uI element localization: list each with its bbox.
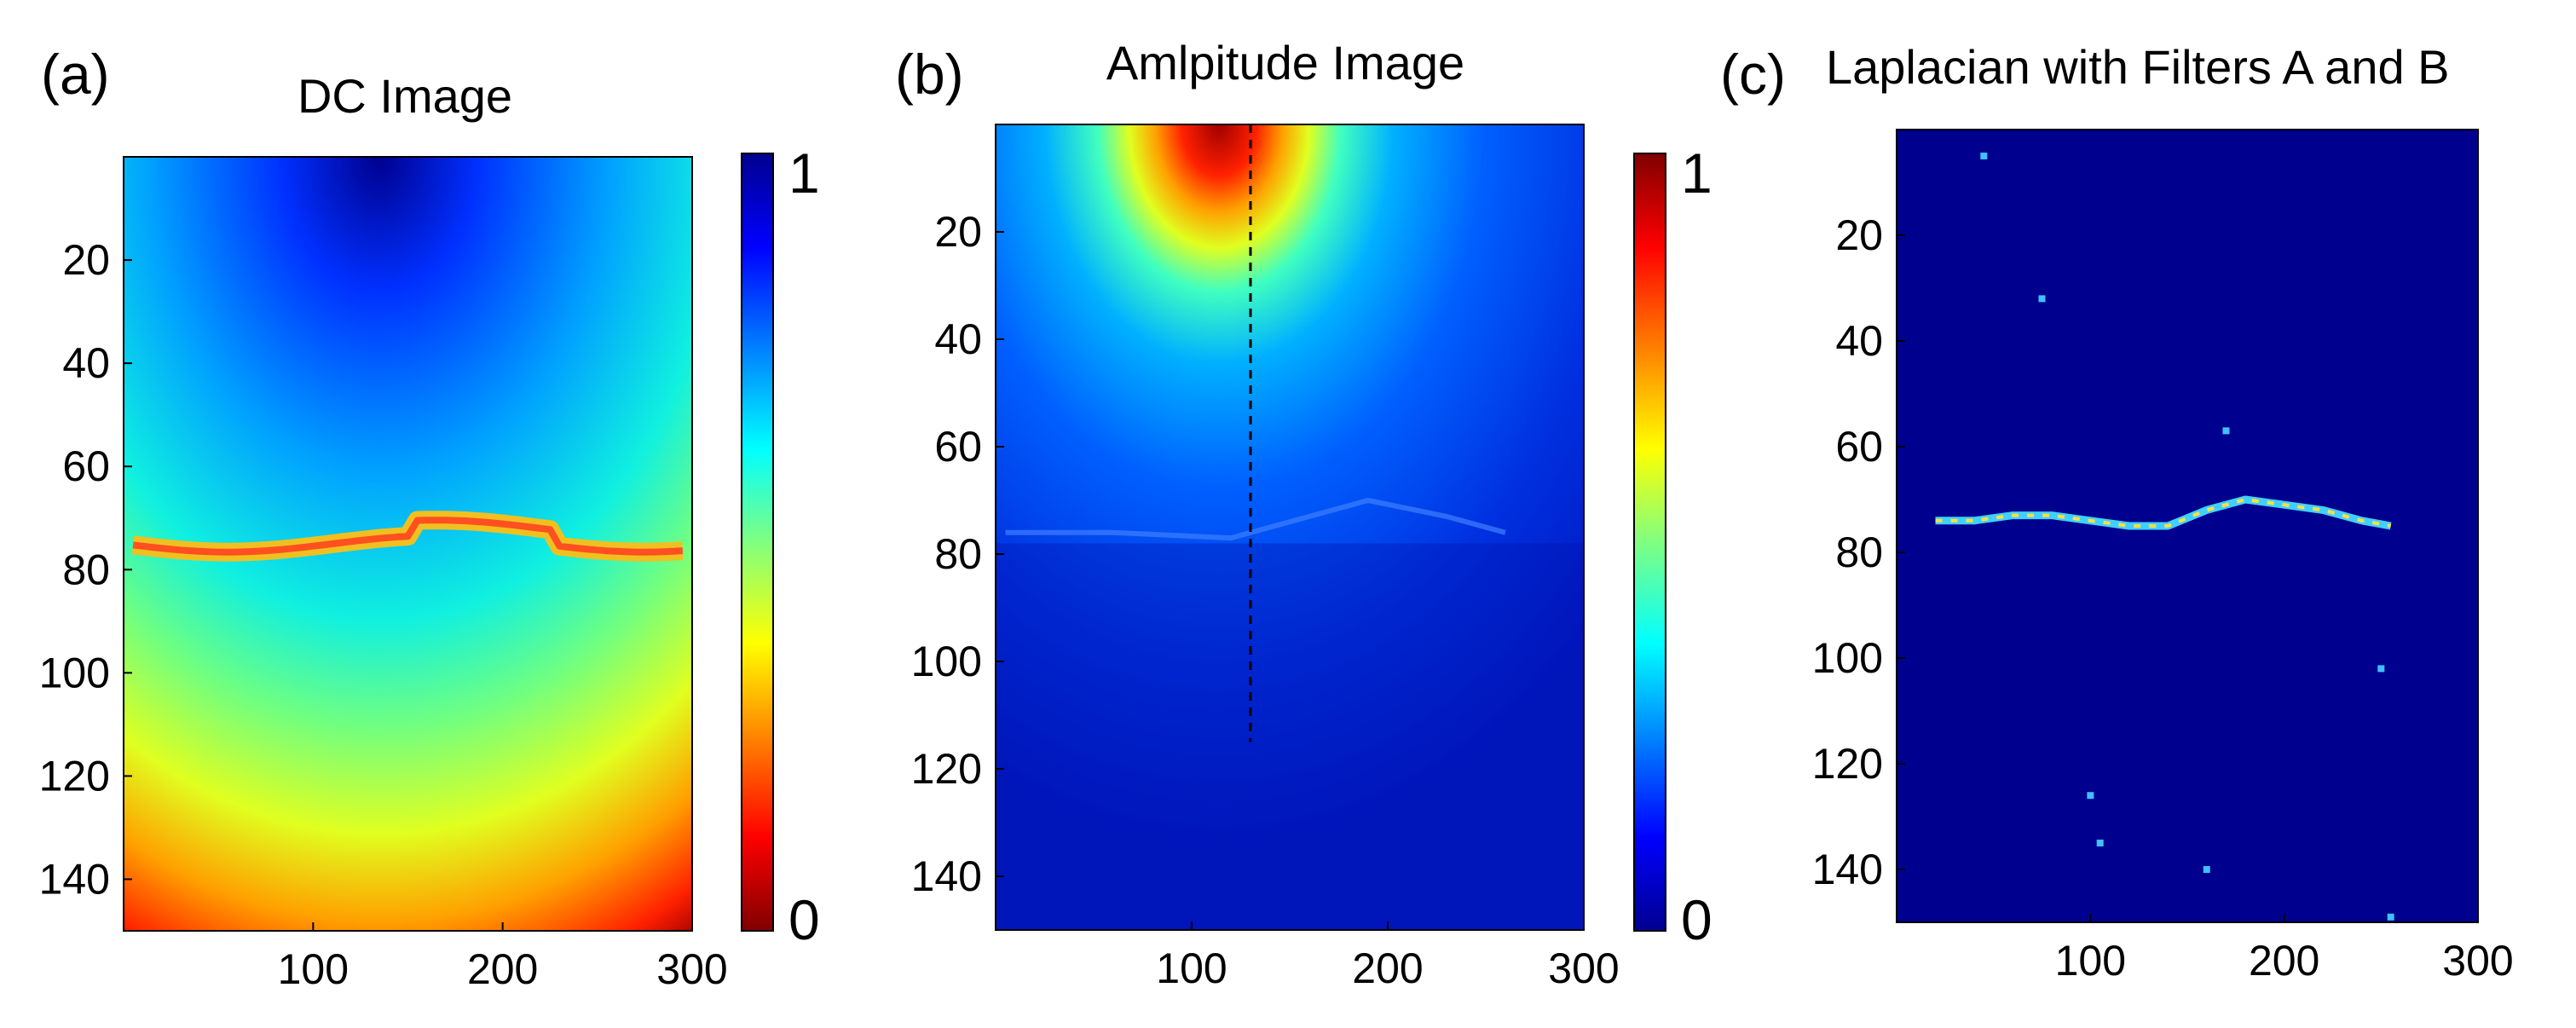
y-tick-label: 60: [934, 423, 982, 471]
panel-label-b: (b): [895, 43, 964, 106]
chart-title-a: DC Image: [297, 69, 512, 123]
feature-layer-a: [131, 511, 684, 562]
y-tick-label: 100: [1812, 634, 1883, 682]
y-tick-label: 140: [1812, 846, 1883, 893]
y-tick-label: 60: [1835, 423, 1883, 471]
speck-point: [1980, 153, 1988, 159]
panel-laplacian: (c) Laplacian with Filters A and B 100 20…: [1720, 40, 2514, 985]
y-tick-label: 20: [62, 236, 110, 284]
y-tick-label: 20: [934, 208, 982, 256]
colorbar-b: [1633, 153, 1666, 932]
panel-dc-image: (a) DC Image 100 200 300 20 40 60 80 100 120 140…: [39, 43, 820, 993]
x-tick-label: 200: [1352, 944, 1423, 992]
speck-point: [2387, 913, 2394, 921]
colorbar-min-label-b: 0: [1681, 888, 1713, 951]
y-tick-label: 40: [1835, 317, 1883, 365]
x-axis-a: 100 200 300: [278, 922, 728, 993]
panel-amplitude-image: (b) Amlpitude Image 100 200 300 2040608010…: [895, 36, 1713, 992]
lower-region-shade: [996, 543, 1584, 930]
boundary-line: [1005, 497, 1506, 541]
feature-layer-c: [1935, 153, 2394, 921]
speck-point: [2377, 665, 2385, 673]
y-tick-label: 120: [39, 752, 110, 800]
y-tick-label: 120: [1812, 740, 1883, 788]
x-tick-label: 200: [467, 945, 538, 993]
speck-point: [2096, 840, 2104, 846]
y-tick-label: 80: [934, 530, 982, 578]
plot-frame-a: [123, 156, 693, 932]
colorbar-max-label-a: 1: [788, 141, 820, 205]
edge-trace-highlight: [1935, 497, 2392, 528]
colorbar-min-label-a: 0: [788, 888, 820, 951]
plot-frame-c: [1896, 129, 2479, 923]
y-tick-label: 140: [911, 852, 982, 900]
chart-title-c: Laplacian with Filters A and B: [1826, 40, 2450, 94]
y-tick-label: 80: [62, 546, 110, 593]
plot-frame-b: [995, 124, 1585, 931]
boundary-line: [132, 517, 684, 556]
panel-label-c: (c): [1720, 43, 1786, 106]
speck-point: [2038, 295, 2046, 303]
y-tick-label: 100: [911, 638, 982, 685]
y-tick-label: 40: [934, 315, 982, 363]
panel-label-a: (a): [41, 43, 110, 106]
y-axis-a: 20 40 60 80 100 120 140: [39, 236, 132, 903]
y-tick-label: 140: [39, 855, 110, 903]
x-tick-label: 300: [1548, 944, 1619, 992]
x-tick-label: 100: [2055, 937, 2126, 985]
x-axis-c: 100 200 300: [2055, 914, 2514, 985]
y-tick-label: 80: [1835, 528, 1883, 576]
y-tick-label: 60: [62, 442, 110, 490]
feature-layer-b: [996, 124, 1584, 930]
y-tick-label: 100: [39, 649, 110, 696]
x-axis-b: 100 200 300: [1156, 921, 1620, 992]
speck-point: [2222, 427, 2230, 435]
y-tick-label: 120: [911, 745, 982, 793]
x-tick-label: 300: [656, 945, 727, 993]
x-tick-label: 300: [2442, 937, 2513, 985]
speck-point: [2087, 792, 2094, 800]
colorbar-a: [741, 153, 774, 932]
x-tick-label: 100: [1156, 944, 1227, 992]
y-axis-c: 20 40 60 80 100 120 140: [1812, 211, 1905, 893]
x-tick-label: 200: [2249, 937, 2319, 985]
x-tick-label: 100: [278, 945, 349, 993]
chart-title-b: Amlpitude Image: [1106, 36, 1464, 90]
colorbar-max-label-b: 1: [1681, 141, 1713, 205]
speck-point: [2203, 866, 2210, 873]
y-axis-b: 20 40 60 80 100 120 140: [911, 208, 1004, 900]
y-tick-label: 20: [1835, 211, 1883, 259]
y-tick-label: 40: [62, 339, 110, 387]
